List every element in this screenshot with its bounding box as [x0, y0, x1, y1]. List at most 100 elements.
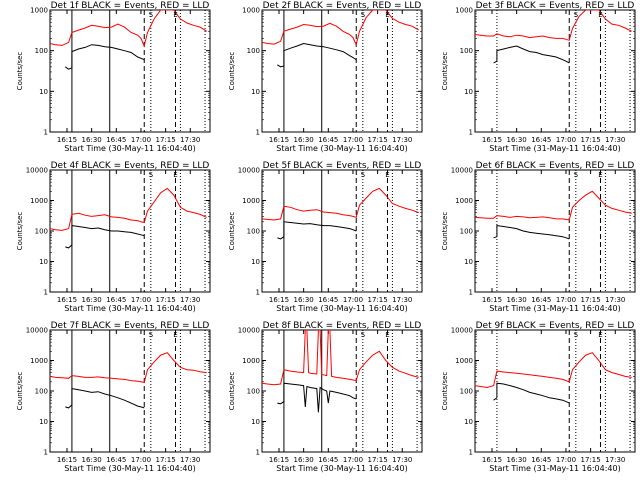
p6-xtick-label: 17:15	[581, 296, 601, 304]
p2-xtick-label: 17:30	[392, 136, 412, 144]
p6-marker-s: S	[574, 171, 579, 179]
p2-title: Det 2f BLACK = Events, RED = LLD	[263, 1, 422, 11]
p7-xtick-label: 17:30	[180, 456, 200, 464]
p7-ytick-label: 1000	[30, 357, 48, 365]
p3-series-red	[475, 10, 632, 41]
p1-xlabel: Start Time (30-May-11 16:04:40)	[64, 144, 195, 153]
p1-frame	[49, 9, 211, 133]
p1-xtick-label: 17:00	[131, 136, 151, 144]
p4-ytick-label: 1	[44, 289, 48, 297]
p8-xtick-label: 16:30	[294, 456, 314, 464]
p1-ylabel: Counts/sec	[16, 52, 24, 91]
p4-xtick-label: 17:30	[180, 296, 200, 304]
p2-ytick-label: 1	[256, 129, 260, 137]
p7-xtick-label: 17:00	[131, 456, 151, 464]
p6-series-black	[493, 225, 570, 240]
p9-marker-e: E	[598, 331, 602, 339]
p2-ylabel: Counts/sec	[228, 52, 236, 91]
p6-frame	[474, 169, 636, 293]
p2-xtick-label: 16:15	[269, 136, 289, 144]
p7-marker-s: S	[149, 331, 154, 339]
p8-ytick-label: 10	[251, 418, 260, 426]
p6-ytick-label: 100	[460, 228, 473, 236]
p9-ytick-label: 10000	[451, 327, 473, 335]
p3-ytick-label: 10	[464, 88, 473, 96]
p2-marker-s: S	[361, 11, 366, 19]
p6-xlabel: Start Time (31-May-11 16:04:40)	[489, 304, 620, 313]
p3-ylabel: Counts/sec	[441, 52, 449, 91]
p7-xtick-label: 17:15	[156, 456, 176, 464]
p7-ytick-label: 1	[44, 449, 48, 457]
p1-ytick-label: 1000	[30, 7, 48, 15]
p1-xtick-label: 17:30	[180, 136, 200, 144]
p3-series-black	[493, 45, 570, 64]
p5-ytick-label: 1	[256, 289, 260, 297]
p2-marker-e: E	[385, 11, 389, 19]
p7-xtick-label: 16:45	[106, 456, 126, 464]
p8-marker-e: E	[385, 331, 389, 339]
p1-series-red	[50, 10, 207, 48]
p4-marker-s: S	[149, 171, 154, 179]
p7-frame	[49, 329, 211, 453]
p8-ylabel: Counts/sec	[228, 372, 236, 411]
p4-ytick-label: 10000	[26, 167, 48, 175]
panel-9: Det 9f BLACK = Events, RED = LLD 1 10 100 10…	[441, 321, 636, 473]
p8-xtick-label: 16:45	[318, 456, 338, 464]
p5-ytick-label: 100	[247, 228, 260, 236]
p7-series-black	[65, 388, 145, 409]
p3-xtick-label: 17:00	[556, 136, 576, 144]
p9-xtick-label: 16:30	[507, 456, 527, 464]
panel-3: Det 3f BLACK = Events, RED = LLD 1 10 100 10…	[441, 1, 636, 153]
p2-ytick-label: 10	[251, 88, 260, 96]
p7-marker-e: E	[173, 331, 177, 339]
p3-ytick-label: 1000	[455, 7, 473, 15]
p1-title: Det 1f BLACK = Events, RED = LLD	[51, 1, 210, 11]
p5-xlabel: Start Time (30-May-11 16:04:40)	[276, 304, 407, 313]
p8-xtick-label: 17:30	[392, 456, 412, 464]
panel-8: Det 8f BLACK = Events, RED = LLD 1 10 100 10…	[228, 321, 423, 473]
p9-xlabel: Start Time (31-May-11 16:04:40)	[489, 464, 620, 473]
p5-ytick-label: 10000	[238, 167, 260, 175]
p3-xtick-label: 16:30	[507, 136, 527, 144]
p2-ytick-label: 1000	[242, 7, 260, 15]
p2-frame	[261, 9, 423, 133]
p4-xtick-label: 16:30	[82, 296, 102, 304]
p3-title: Det 3f BLACK = Events, RED = LLD	[476, 1, 635, 11]
p6-series-red	[475, 190, 632, 221]
p8-series-black	[277, 382, 357, 413]
p2-series-black	[277, 42, 357, 68]
p7-ylabel: Counts/sec	[16, 372, 24, 411]
p3-ytick-label: 1	[469, 129, 473, 137]
p7-xtick-label: 16:30	[82, 456, 102, 464]
p5-ytick-label: 10	[251, 258, 260, 266]
p8-ytick-label: 100	[247, 388, 260, 396]
p5-series-black	[277, 221, 357, 240]
p6-title: Det 6f BLACK = Events, RED = LLD	[476, 161, 635, 171]
p9-ytick-label: 10	[464, 418, 473, 426]
panel-1: Det 1f BLACK = Events, RED = LLD 1 10 100 10…	[16, 1, 211, 153]
p3-xtick-label: 17:15	[581, 136, 601, 144]
p9-xtick-label: 16:15	[482, 456, 502, 464]
p9-xtick-label: 17:00	[556, 456, 576, 464]
p6-ytick-label: 10000	[451, 167, 473, 175]
p4-marker-e: E	[173, 171, 177, 179]
p3-frame	[474, 9, 636, 133]
p8-title: Det 8f BLACK = Events, RED = LLD	[263, 321, 422, 331]
p4-ytick-label: 1000	[30, 197, 48, 205]
p4-xtick-label: 17:00	[131, 296, 151, 304]
p6-xtick-label: 17:00	[556, 296, 576, 304]
p4-series-red	[50, 187, 207, 231]
p5-xtick-label: 16:45	[318, 296, 338, 304]
p1-xtick-label: 16:30	[82, 136, 102, 144]
panel-2: Det 2f BLACK = Events, RED = LLD 1 10 100 10…	[228, 1, 423, 153]
p5-xtick-label: 17:30	[392, 296, 412, 304]
p1-xtick-label: 17:15	[156, 136, 176, 144]
p3-xtick-label: 16:45	[531, 136, 551, 144]
p1-ytick-label: 10	[39, 88, 48, 96]
p5-ytick-label: 1000	[242, 197, 260, 205]
p4-ytick-label: 100	[35, 228, 48, 236]
p2-ytick-label: 100	[247, 47, 260, 55]
p1-marker-e: E	[173, 11, 177, 19]
p2-xtick-label: 17:00	[343, 136, 363, 144]
